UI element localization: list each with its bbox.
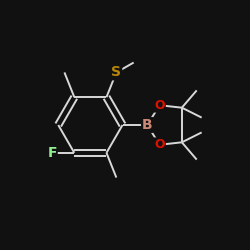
Text: O: O — [154, 138, 165, 151]
Text: S: S — [111, 66, 121, 80]
Text: B: B — [142, 118, 152, 132]
Text: F: F — [47, 146, 57, 160]
Text: O: O — [154, 99, 165, 112]
